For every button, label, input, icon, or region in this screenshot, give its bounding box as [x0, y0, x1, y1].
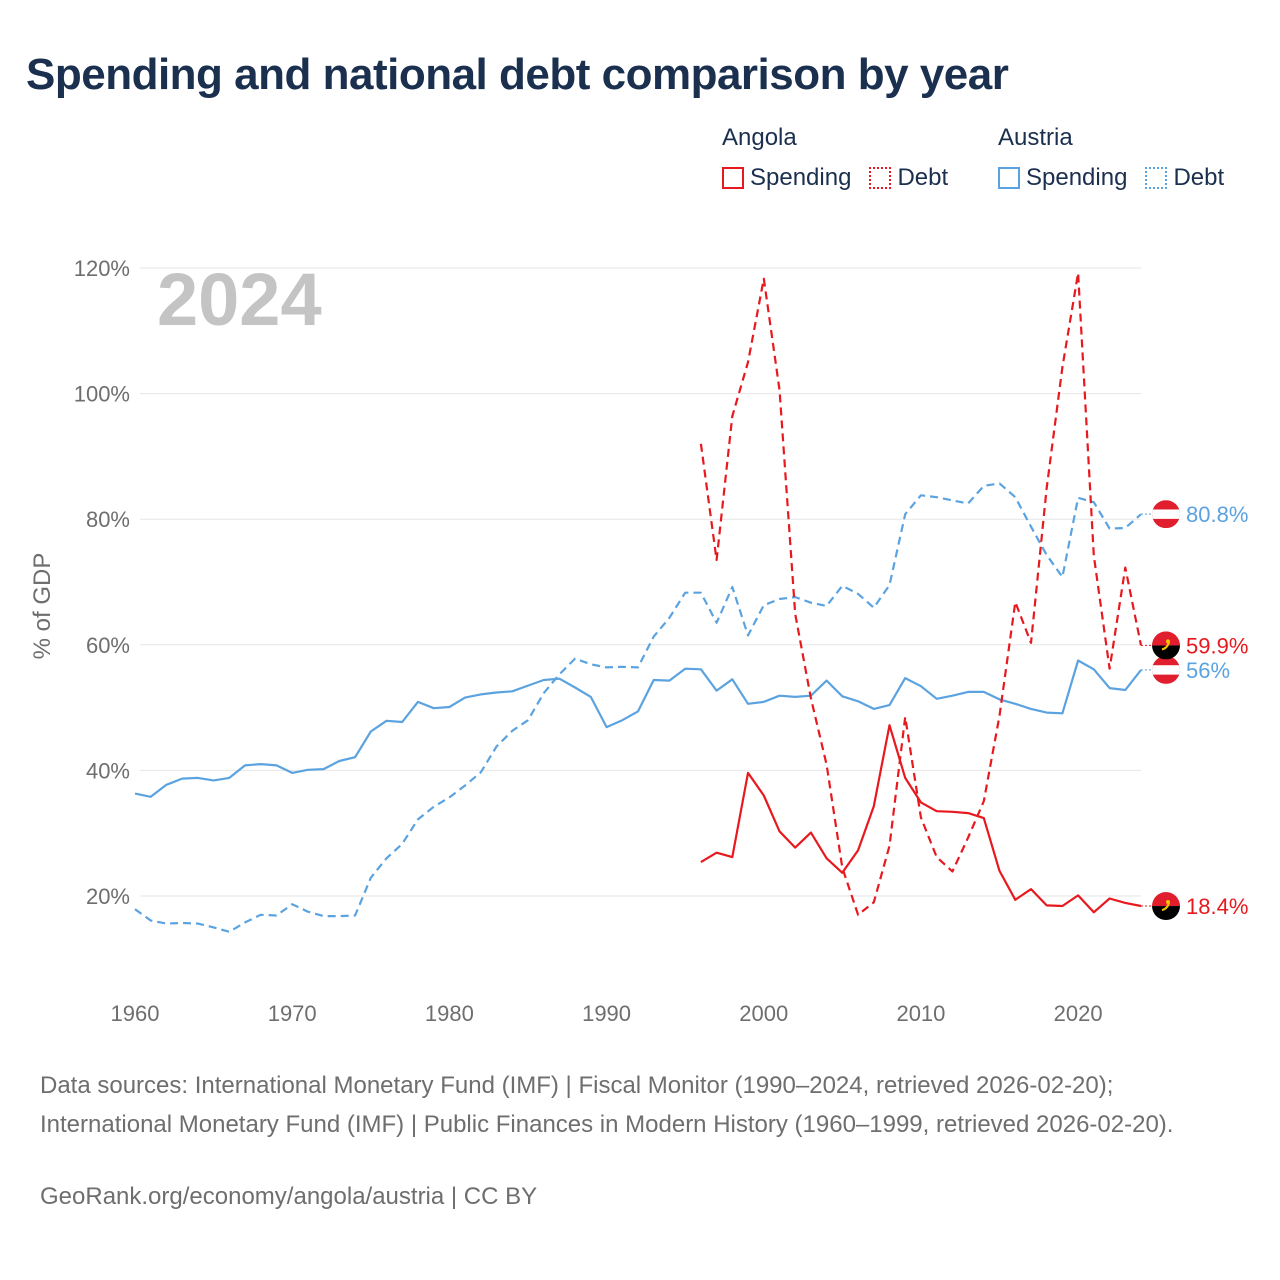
y-tick-label: 80%	[86, 507, 130, 532]
legend-swatch-dotted	[869, 167, 892, 189]
x-tick-label: 2010	[896, 1001, 945, 1026]
austria-flag-icon	[1152, 655, 1180, 684]
legend-swatch-solid	[722, 167, 744, 189]
series-end-markers: 80.8% 56%59.9% 18.4%	[1141, 500, 1248, 921]
legend-group-angola: Angola Spending Debt	[722, 124, 966, 192]
angola-debt-line[interactable]	[699, 271, 1143, 916]
series-lines	[134, 271, 1143, 933]
year-watermark: 2024	[157, 258, 322, 341]
legend-label-angola-debt: Debt	[897, 164, 949, 191]
line-chart: 2024 20%40%60%80%100%120% 1960 1970 1980 19…	[29, 256, 1248, 1026]
angola-spending-end-label: 18.4%	[1186, 894, 1248, 919]
y-tick-label: 40%	[86, 758, 130, 783]
attribution-link[interactable]: GeoRank.org/economy/angola/austria | CC …	[40, 1183, 538, 1210]
y-tick-label: 100%	[74, 382, 130, 407]
angola-spending-line[interactable]	[700, 724, 1142, 914]
legend-swatch-dotted	[1145, 167, 1168, 189]
x-tick-label: 2000	[739, 1001, 788, 1026]
angola-debt-end-label: 59.9%	[1186, 633, 1248, 658]
gridlines	[140, 267, 1141, 897]
legend-item-angola-spending[interactable]: Spending	[722, 164, 851, 192]
legend-group-austria: Austria Spending Debt	[998, 124, 1242, 192]
angola-flag-icon	[1152, 892, 1180, 921]
austria-flag-icon	[1152, 500, 1180, 529]
austria-debt-end-label: 80.8%	[1186, 502, 1248, 527]
y-axis-ticks: 20% 40% 60% 80% 100% 120%	[74, 256, 130, 909]
x-tick-label: 1980	[425, 1001, 474, 1026]
legend-label-austria-debt: Debt	[1173, 164, 1225, 191]
y-tick-label: 60%	[86, 633, 130, 658]
chart-title: Spending and national debt comparison by…	[26, 50, 1009, 99]
legend-country-angola: Angola	[722, 124, 797, 151]
x-tick-label: 1960	[111, 1001, 160, 1026]
austria-debt-line[interactable]	[134, 482, 1142, 933]
austria-spending-end-label: 56%	[1186, 658, 1230, 683]
data-sources-note: Data sources: International Monetary Fun…	[40, 1072, 1174, 1138]
austria-spending-line[interactable]	[134, 659, 1142, 798]
y-tick-label: 20%	[86, 884, 130, 909]
y-tick-label: 120%	[74, 256, 130, 281]
angola-flag-icon	[1152, 631, 1180, 660]
x-tick-label: 2020	[1054, 1001, 1103, 1026]
legend-swatch-solid	[998, 167, 1020, 189]
y-axis-label: % of GDP	[29, 553, 56, 660]
x-tick-label: 1990	[582, 1001, 631, 1026]
legend-item-austria-spending[interactable]: Spending	[998, 164, 1127, 192]
legend-country-austria: Austria	[998, 124, 1073, 151]
legend-item-angola-debt[interactable]: Debt	[869, 164, 948, 192]
legend-label-austria-spending: Spending	[1026, 164, 1128, 191]
legend-item-austria-debt[interactable]: Debt	[1145, 164, 1224, 192]
x-axis-ticks: 1960 1970 1980 1990 2000 2010 2020	[111, 1001, 1103, 1026]
x-tick-label: 1970	[268, 1001, 317, 1026]
legend-label-angola-spending: Spending	[750, 164, 852, 191]
